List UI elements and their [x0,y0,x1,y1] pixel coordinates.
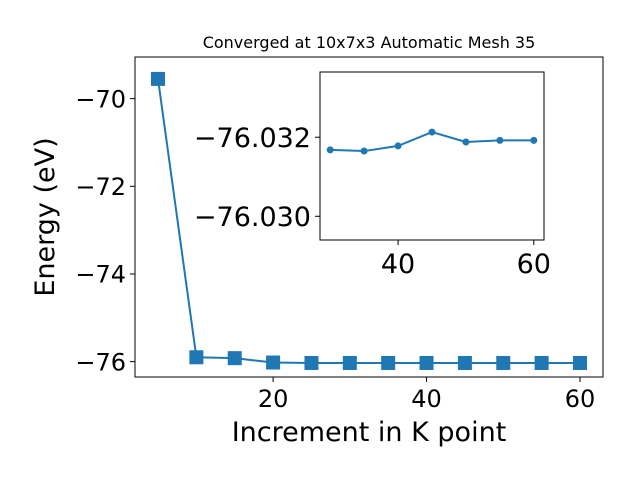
main-axes-frame [134,56,604,378]
inset-series [326,128,538,155]
main-data-point [266,355,281,370]
inset-data-point [394,142,402,150]
inset-data-point [496,136,504,144]
main-data-point [496,355,511,370]
inset-x-tick-label: 60 [517,249,551,280]
main-axis-ticks: 20 40 60 −70 −72 −74 −76 [75,85,595,413]
inset-axis-ticks: 40 60 −76.032 −76.030 [194,123,551,280]
main-data-point [572,355,587,370]
x-axis-label: Increment in K point [232,417,507,448]
main-y-tick-label: −70 [75,85,126,113]
inset-y-tick-label: −76.032 [194,123,311,154]
main-x-tick-label: 20 [258,385,289,413]
main-data-point [457,355,472,370]
main-data-point [151,71,166,86]
main-data-point [342,355,357,370]
main-data-point [534,355,549,370]
inset-data-point [326,146,334,154]
chart-title: Converged at 10x7x3 Automatic Mesh 35 [203,33,536,52]
main-data-point [189,350,204,365]
main-data-point [304,355,319,370]
inset-axes-frame [319,71,545,241]
main-x-tick-label: 40 [411,385,442,413]
main-x-tick-label: 60 [565,385,596,413]
inset-data-point [530,136,538,144]
main-data-point [227,351,242,366]
inset-data-point [360,147,368,155]
main-series [151,71,587,370]
inset-x-tick-label: 40 [381,249,415,280]
inset-data-point [462,138,470,146]
main-y-tick-label: −76 [75,348,126,376]
y-axis-label: Energy (eV) [30,137,61,296]
main-data-point [381,355,396,370]
main-y-tick-label: −72 [75,173,126,201]
inset-y-tick-label: −76.030 [194,202,311,233]
inset-data-point [428,128,436,136]
main-y-tick-label: −74 [75,261,126,289]
main-data-point [419,355,434,370]
